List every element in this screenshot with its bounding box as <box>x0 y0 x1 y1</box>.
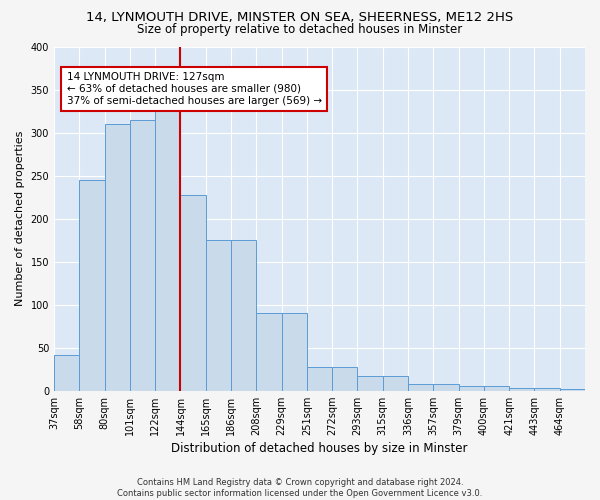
Text: Contains HM Land Registry data © Crown copyright and database right 2024.
Contai: Contains HM Land Registry data © Crown c… <box>118 478 482 498</box>
Text: Size of property relative to detached houses in Minster: Size of property relative to detached ho… <box>137 22 463 36</box>
Bar <box>130 120 155 390</box>
Bar <box>155 102 181 391</box>
Bar <box>79 180 104 390</box>
Y-axis label: Number of detached properties: Number of detached properties <box>15 131 25 306</box>
Bar <box>307 368 332 390</box>
Bar <box>484 386 509 390</box>
Bar <box>383 376 408 390</box>
Bar <box>433 384 458 390</box>
Bar <box>231 240 256 390</box>
Bar <box>54 354 79 390</box>
Bar <box>509 388 535 390</box>
Bar <box>358 376 383 390</box>
Bar <box>256 314 281 390</box>
Bar <box>560 389 585 390</box>
Text: 14 LYNMOUTH DRIVE: 127sqm
← 63% of detached houses are smaller (980)
37% of semi: 14 LYNMOUTH DRIVE: 127sqm ← 63% of detac… <box>67 72 322 106</box>
Bar <box>458 386 484 390</box>
Bar <box>408 384 433 390</box>
Bar <box>332 368 358 390</box>
Bar <box>206 240 231 390</box>
Bar <box>281 314 307 390</box>
Bar <box>181 194 206 390</box>
Text: 14, LYNMOUTH DRIVE, MINSTER ON SEA, SHEERNESS, ME12 2HS: 14, LYNMOUTH DRIVE, MINSTER ON SEA, SHEE… <box>86 11 514 24</box>
Bar <box>104 124 130 390</box>
X-axis label: Distribution of detached houses by size in Minster: Distribution of detached houses by size … <box>171 442 468 455</box>
Bar <box>535 388 560 390</box>
